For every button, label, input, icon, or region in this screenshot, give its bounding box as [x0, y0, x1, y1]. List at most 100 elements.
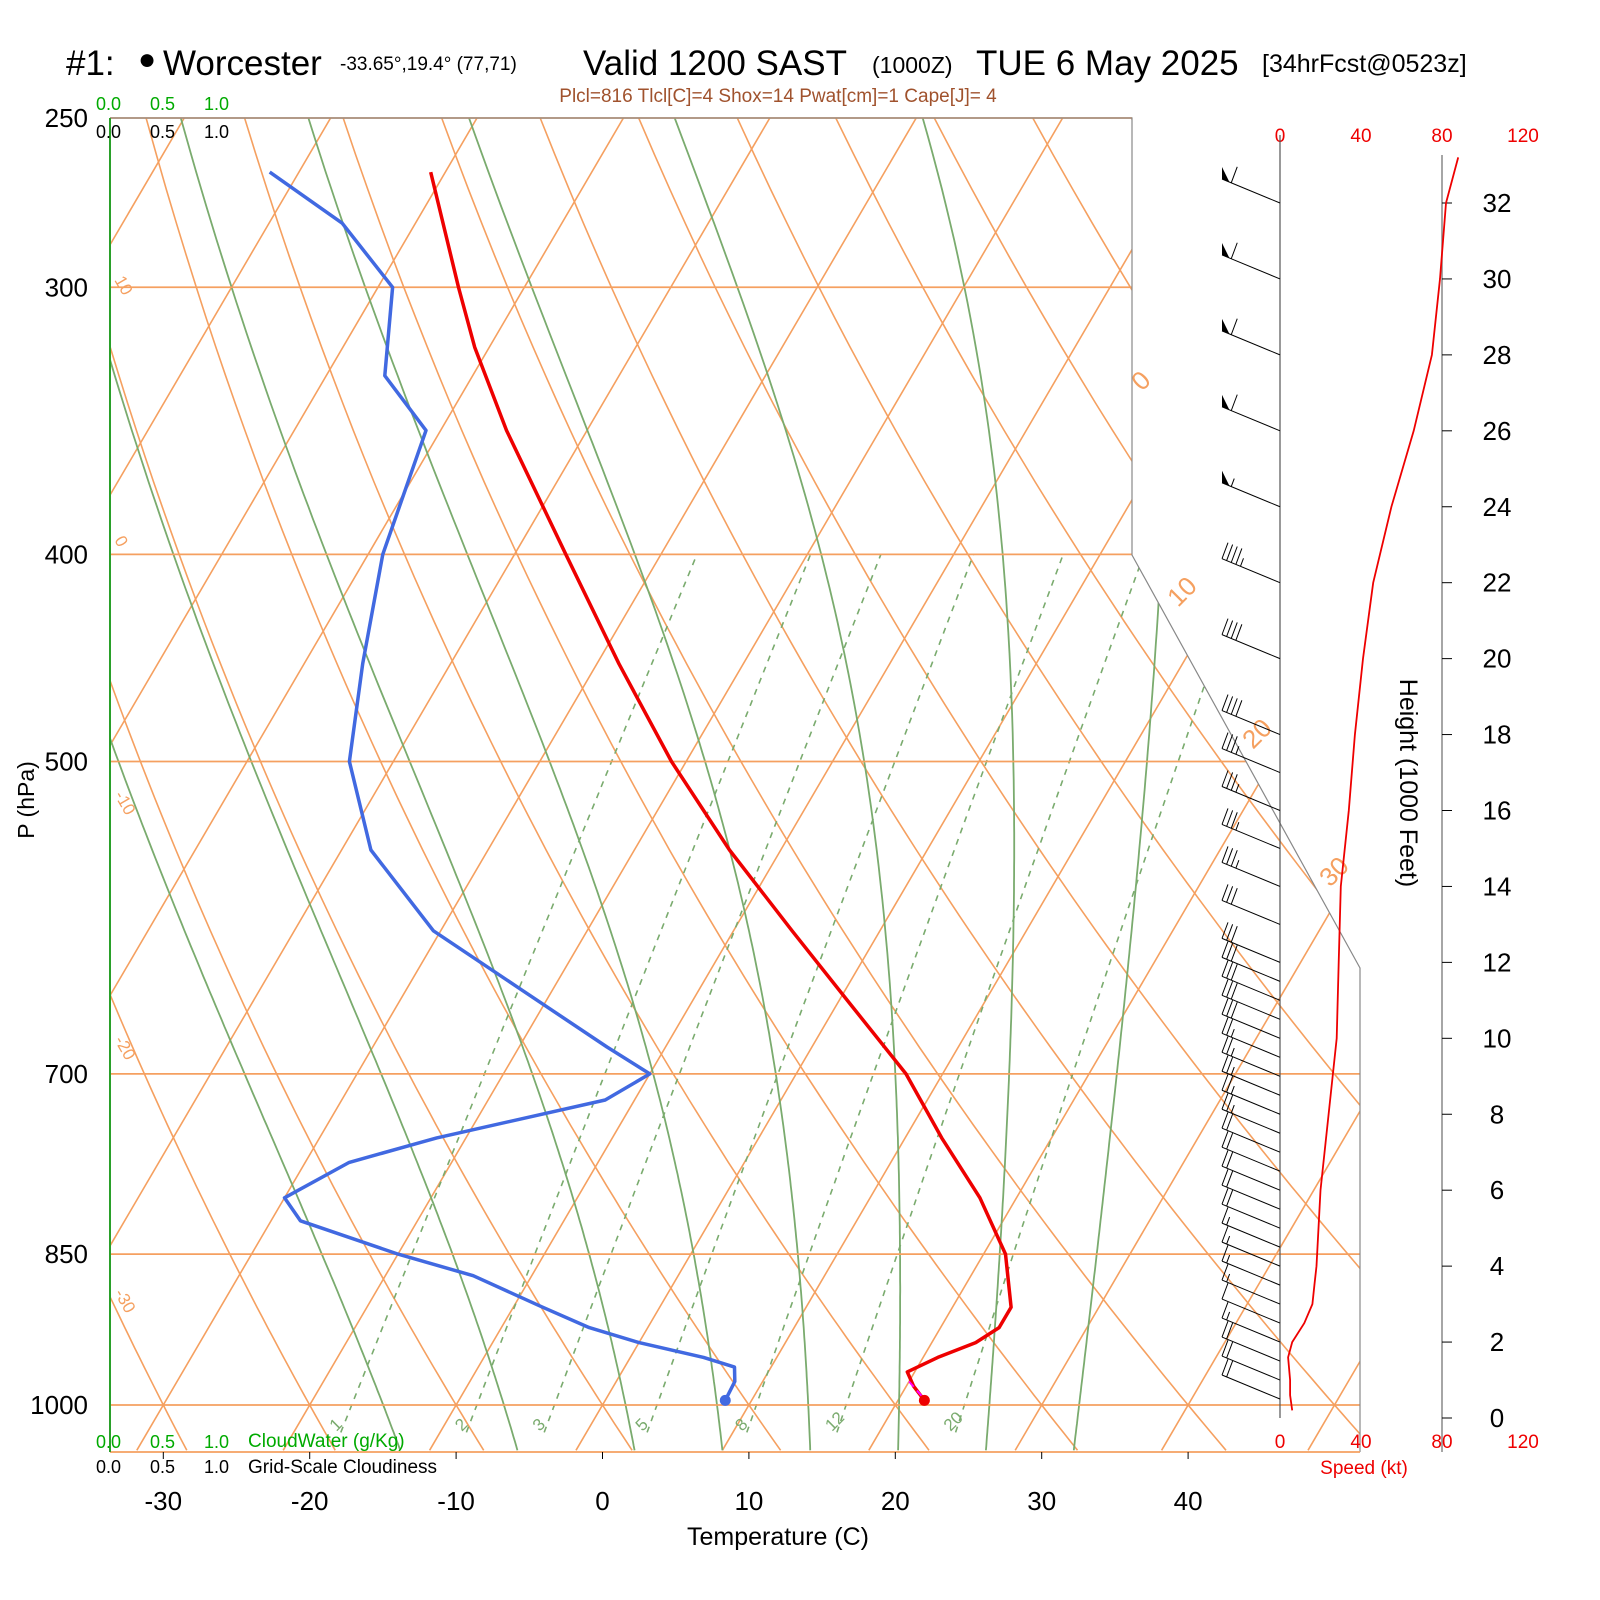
isotherm-label: -30: [111, 1286, 140, 1317]
wind-speed-tick-top: 80: [1431, 126, 1452, 147]
wind-barb-half-flag: [1235, 746, 1240, 755]
wind-barb-flag: [1235, 700, 1243, 717]
utc-time: (1000Z): [872, 52, 953, 78]
cloudwater-tick-bottom: 0.5: [150, 1432, 175, 1452]
height-tick-label: 22: [1483, 568, 1512, 598]
wind-barb-flag: [1235, 548, 1243, 565]
wind-barb-flag: [1226, 981, 1234, 998]
height-tick-label: 10: [1483, 1023, 1512, 1053]
isotherm-label: 0: [111, 533, 132, 551]
wind-barb: [1221, 1093, 1281, 1134]
height-tick-label: 2: [1490, 1327, 1504, 1357]
mixing-ratio-line: [746, 554, 1064, 1433]
dry-adiabat-line: [719, 118, 1360, 1451]
wind-barb-staff: [1221, 1260, 1281, 1286]
valid-date: TUE 6 May 2025: [976, 44, 1239, 83]
wind-barb-staff: [1221, 899, 1281, 925]
wind-barb: [1221, 846, 1281, 887]
cloudiness-tick-top: 1.0: [204, 122, 229, 142]
wind-barb: [1221, 770, 1281, 811]
wind-barb-pennant: [1222, 318, 1230, 334]
dry-adiabat-line: [329, 118, 1079, 1451]
wind-barb-flag: [1230, 736, 1238, 753]
wind-barb-staff: [1221, 1298, 1281, 1324]
wind-barb-flag: [1226, 544, 1234, 561]
wind-barb-flag: [1226, 1038, 1234, 1055]
dry-adiabat-label: 30: [1313, 851, 1355, 893]
dry-adiabat-line: [427, 118, 1227, 1451]
wind-barb: [1221, 470, 1281, 508]
mixing-ratio-line: [836, 554, 1145, 1433]
wind-barb: [1221, 166, 1281, 204]
wind-barb-staff: [1221, 1222, 1281, 1248]
wind-barb-flag: [1226, 1000, 1234, 1017]
dry-adiabat-line: [1011, 118, 1360, 1451]
wind-barb-flag: [1226, 1341, 1234, 1359]
wind-barb-half-flag: [1230, 1028, 1235, 1038]
height-tick-label: 32: [1483, 188, 1512, 218]
wind-barb: [1221, 1168, 1281, 1210]
wind-barb-flag: [1226, 772, 1234, 789]
wind-barb-staff: [1221, 330, 1281, 356]
wind-barb-half-flag: [1235, 784, 1240, 793]
mixing-ratio-label: 12: [821, 1408, 848, 1435]
wind-barb: [1221, 979, 1281, 1020]
wind-barb-staff: [1221, 1070, 1281, 1096]
wind-barb: [1221, 394, 1281, 432]
station-number: #1:: [66, 44, 115, 83]
cloudwater-tick-bottom: 1.0: [204, 1432, 229, 1452]
mixing-ratio-line: [954, 554, 1251, 1433]
forecast-info: [34hrFcst@0523z]: [1262, 50, 1467, 78]
wind-barb-staff: [1221, 1279, 1281, 1305]
height-tick-label: 24: [1483, 492, 1512, 522]
wind-barb-flag: [1221, 694, 1229, 711]
station-coords: -33.65°,19.4° (77,71): [340, 54, 517, 75]
mixing-ratio-line: [646, 554, 975, 1433]
wind-barb-flag: [1221, 542, 1229, 559]
wind-barb-half-flag: [1230, 1104, 1235, 1114]
wind-speed-tick-bottom: 80: [1431, 1432, 1452, 1453]
wind-barb-flag: [1221, 770, 1229, 787]
dry-adiabat-line: [1109, 118, 1360, 1451]
wind-barb: [1221, 1206, 1281, 1248]
wind-barb-flag: [1221, 979, 1229, 996]
height-tick-label: 16: [1483, 796, 1512, 826]
wind-speed-tick-bottom: 120: [1507, 1432, 1539, 1453]
indices-line: Plcl=816 Tlcl[C]=4 Shox=14 Pwat[cm]=1 Ca…: [559, 86, 997, 107]
wind-barb-flag: [1221, 1244, 1229, 1262]
wind-barb: [1221, 1320, 1281, 1362]
wind-barb-flag: [1221, 808, 1229, 825]
valid-time: Valid 1200 SAST: [583, 44, 847, 83]
moist-adiabat-line: [454, 118, 812, 1451]
temperature-tick-label: -20: [291, 1486, 329, 1516]
height-tick-label: 8: [1490, 1099, 1504, 1129]
isotherm-line: [575, 118, 1360, 1451]
wind-barb-pennant: [1222, 470, 1230, 486]
cloudiness-tick-bottom: 0.0: [96, 1457, 121, 1477]
wind-barb-flag: [1226, 848, 1234, 865]
wind-barb-flag: [1221, 1112, 1229, 1129]
wind-barb-flag: [1226, 1019, 1234, 1036]
wind-barb-flag: [1221, 998, 1229, 1015]
wind-barb-staff: [1221, 710, 1281, 736]
wind-barb-staff: [1221, 178, 1281, 204]
wind-barb-flag: [1221, 1225, 1229, 1243]
wind-barb-staff: [1221, 1165, 1281, 1191]
wind-barb-flag: [1221, 732, 1229, 749]
wind-barb-flag: [1230, 166, 1238, 183]
wind-speed-tick-top: 40: [1350, 126, 1371, 147]
pressure-tick-label: 1000: [30, 1390, 88, 1420]
wind-barb-half-flag: [1240, 558, 1244, 567]
surface-dewpoint-point: [719, 1394, 731, 1406]
wind-barb-flag: [1230, 318, 1238, 335]
wind-barb: [1221, 694, 1281, 736]
wind-barb-staff: [1221, 1146, 1281, 1172]
wind-barb-staff: [1221, 1108, 1281, 1134]
dry-adiabat-line: [110, 118, 188, 1451]
wind-barb: [1221, 1055, 1281, 1096]
wind-barb-flag: [1226, 1132, 1234, 1150]
temperature-tick-label: 20: [881, 1486, 910, 1516]
wind-barb-flag: [1226, 696, 1234, 713]
wind-barb-flag: [1221, 960, 1229, 977]
